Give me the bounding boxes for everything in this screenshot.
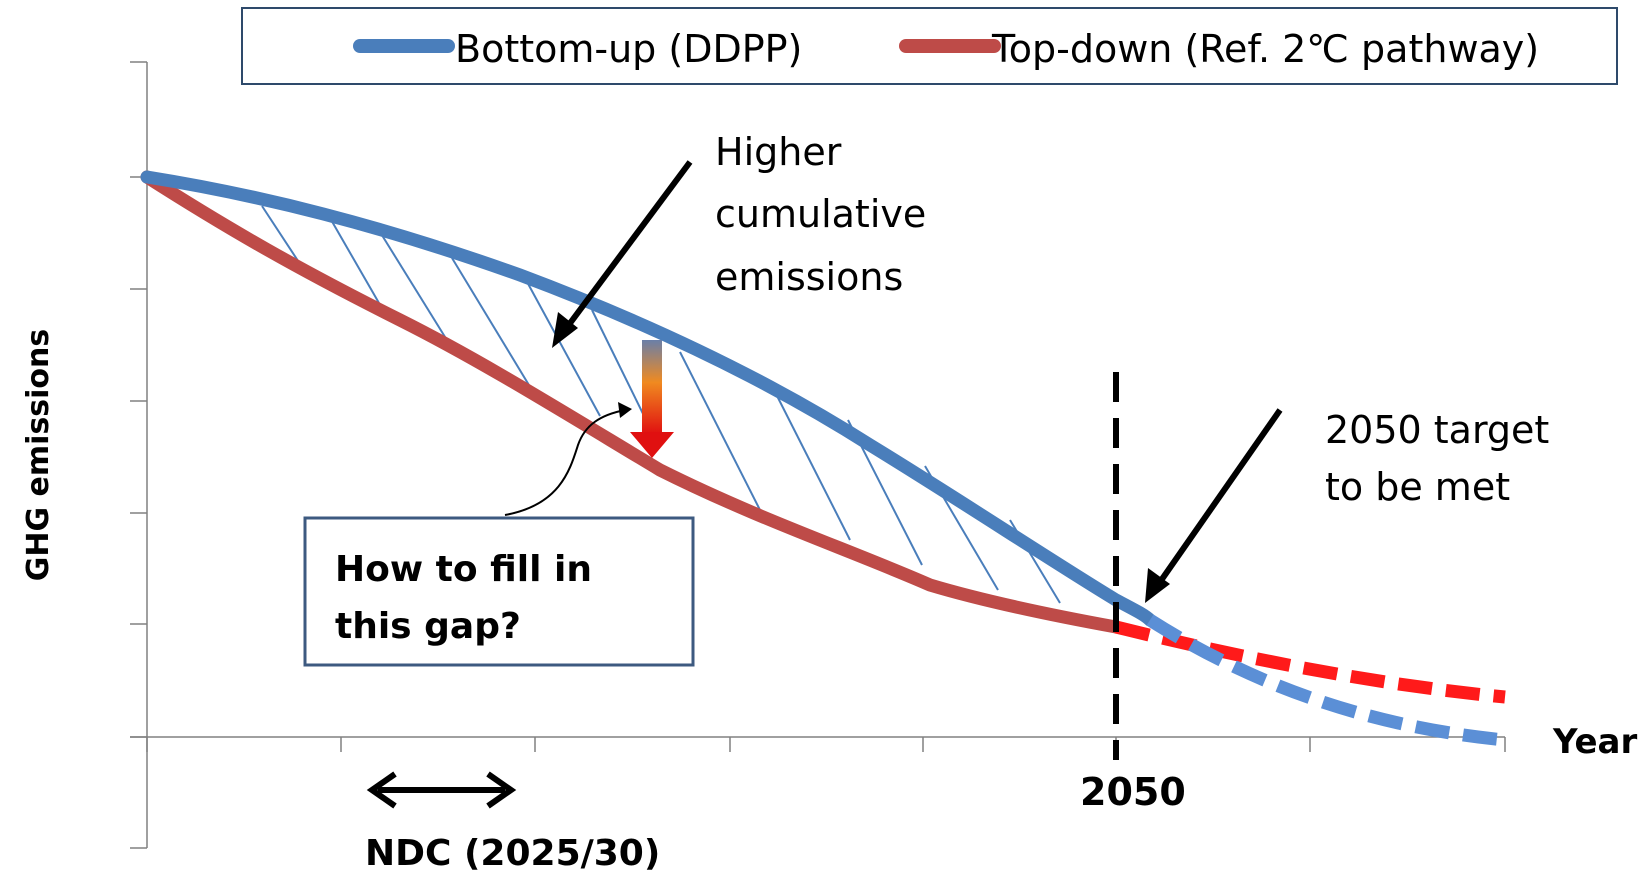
cumulative-pointer-arrow — [552, 160, 693, 348]
top-down-curve — [140, 170, 1123, 634]
svg-text:Higher: Higher — [715, 130, 842, 174]
svg-text:emissions: emissions — [715, 255, 903, 299]
legend: Bottom-up (DDPP) Top-down (Ref. 2℃ pathw… — [241, 7, 1618, 85]
gap-question-box: How to fill in this gap? — [303, 516, 695, 667]
bottom-up-curve — [140, 170, 1157, 627]
y-axis-label: GHG emissions — [21, 329, 56, 582]
gap-question-line-1: How to fill in — [335, 549, 592, 590]
x-tick-2050: 2050 — [1080, 770, 1186, 814]
gap-connector — [504, 402, 632, 516]
ndc-label: NDC (2025/30) — [365, 833, 660, 874]
target-pointer-arrow — [1145, 408, 1283, 603]
legend-label-top-down: Top-down (Ref. 2℃ pathway) — [991, 27, 1539, 71]
gap-down-arrow — [630, 340, 674, 458]
svg-text:cumulative: cumulative — [715, 192, 926, 236]
gap-question-line-2: this gap? — [335, 606, 521, 647]
svg-text:to be met: to be met — [1325, 465, 1510, 509]
annotation-higher-cumulative: Higher cumulative emissions — [715, 130, 926, 299]
x-axis — [130, 736, 1506, 752]
top-down-dashed — [1114, 620, 1506, 704]
bottom-up-dashed — [1146, 614, 1506, 747]
legend-label-bottom-up: Bottom-up (DDPP) — [455, 27, 802, 71]
ndc-range-arrow — [366, 771, 517, 809]
annotation-target: 2050 target to be met — [1325, 408, 1549, 509]
svg-text:2050 target: 2050 target — [1325, 408, 1549, 452]
x-axis-label: Year — [1552, 722, 1638, 762]
